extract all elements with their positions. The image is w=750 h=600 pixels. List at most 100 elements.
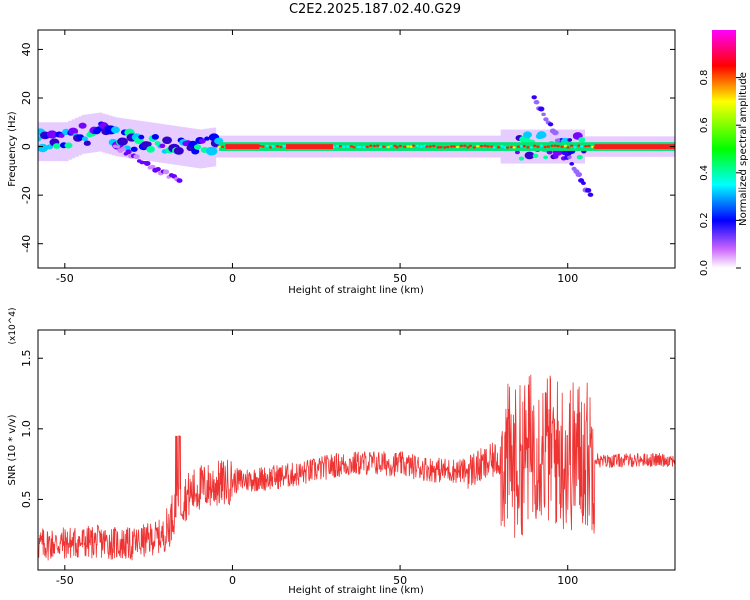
snr-series-line xyxy=(38,374,675,561)
colorbar-tick-label: 0.8 xyxy=(699,70,710,86)
spectrogram-cell xyxy=(468,144,473,147)
spectrogram-cell xyxy=(64,142,73,149)
spectrogram-cell xyxy=(567,138,573,142)
spectrogram-cell xyxy=(446,145,450,149)
spectrogram-ridge-cell xyxy=(502,142,505,151)
spectrogram-halo xyxy=(58,122,62,162)
spectrogram-cell xyxy=(543,145,547,149)
spectrogram-cell xyxy=(439,146,443,149)
spectrogram-ridge-cell xyxy=(448,142,451,151)
spectrogram-cell xyxy=(411,144,416,147)
spectrogram-core-segment xyxy=(286,144,334,149)
spectrogram-cell xyxy=(117,137,128,146)
spectrogram-cell xyxy=(573,145,577,149)
spectrogram-cell xyxy=(204,136,210,141)
spectrogram-cell xyxy=(198,138,206,144)
spectrogram-cell xyxy=(533,99,540,105)
spectrogram-cell xyxy=(342,145,346,148)
spectrogram-halo xyxy=(178,126,183,166)
spectrogram-cell xyxy=(265,144,269,148)
spectrogram-cell xyxy=(83,140,91,146)
spectrogram-halo xyxy=(182,127,187,166)
spectrogram-cell xyxy=(162,136,172,145)
spectrogram-cell xyxy=(578,137,586,143)
spectrogram-ridge-cell xyxy=(509,142,512,151)
spectrogram-cell xyxy=(547,122,554,127)
spectrogram-cell xyxy=(46,144,54,150)
spectrogram-ridge-cell xyxy=(441,142,445,151)
spectrogram-cell xyxy=(575,172,583,178)
spectrogram-cell xyxy=(205,146,218,156)
spectrogram-cell xyxy=(516,145,520,148)
x-tick-label: -50 xyxy=(56,272,74,285)
spectrogram-cell xyxy=(403,145,407,149)
spectrogram-cell xyxy=(81,136,88,142)
spectrogram-cell xyxy=(398,144,402,148)
spectrogram-cell xyxy=(497,145,501,149)
spectrogram-cell xyxy=(436,146,440,149)
colorbar-label: Normalized spectral amplitude xyxy=(738,72,749,226)
spectrogram-cell xyxy=(556,144,560,148)
spectrogram-cell xyxy=(459,144,463,148)
colorbar-tick-label: 0.6 xyxy=(699,117,710,133)
spectrogram-ridge-cell xyxy=(374,142,378,151)
spectrogram-halo xyxy=(162,124,166,164)
spectrogram-halo xyxy=(148,122,153,162)
spectrogram-cell xyxy=(463,144,467,147)
spectrogram-halo xyxy=(141,121,146,161)
spectrogram-cell xyxy=(581,181,586,186)
spectrogram-cell xyxy=(567,155,572,160)
spectrogram-ridge-cell xyxy=(562,142,565,151)
spectrogram-ridge-cell xyxy=(371,142,374,151)
spectrogram-cell xyxy=(378,145,383,149)
y-tick-label: 40 xyxy=(20,42,33,56)
spectrogram-cell xyxy=(138,134,145,140)
spectrogram-cell xyxy=(382,145,386,148)
spectrogram-cell xyxy=(536,145,540,148)
spectrogram-cell xyxy=(492,146,496,149)
spectrogram-cell xyxy=(490,145,494,148)
spectrogram-cell xyxy=(554,138,561,143)
spectrogram-ridge-cell xyxy=(418,142,421,151)
spectrogram-halo xyxy=(198,129,203,169)
y-tick-label: 0 xyxy=(20,143,33,150)
spectrogram-cell xyxy=(585,187,592,193)
spectrogram-ridge-cell xyxy=(458,142,461,151)
spectrogram-cell xyxy=(38,135,42,142)
spectrogram-cell xyxy=(120,146,126,151)
spectrogram-cell xyxy=(349,145,353,148)
spectrogram-ridge-cell xyxy=(569,142,572,151)
x-tick-label: 0 xyxy=(229,574,236,587)
spectrogram-halo xyxy=(165,124,170,164)
spectrogram-ridge-cell xyxy=(515,142,518,151)
x-tick-label: 100 xyxy=(557,574,578,587)
spectrogram-y-ticks: -40 -20 0 20 40 xyxy=(20,42,675,253)
spectrogram-cell xyxy=(52,143,61,149)
spectrogram-cell xyxy=(372,144,376,148)
spectrogram-frame xyxy=(37,29,676,269)
spectrogram-cell xyxy=(512,146,516,149)
snr-x-label: Height of straight line (km) xyxy=(288,585,424,596)
spectrogram-halo xyxy=(115,117,119,157)
x-tick-label: 50 xyxy=(393,272,407,285)
spectrogram-cell xyxy=(520,145,524,148)
spectrogram-cell xyxy=(425,145,429,148)
spectrogram-cell xyxy=(428,145,432,148)
snr-panel: -50 0 50 100 0.5 1.0 1.5 Height of straight l… xyxy=(7,307,676,596)
spectrogram-ridge-cell xyxy=(224,142,227,151)
spectrogram-halo xyxy=(675,136,679,156)
spectrogram-marks xyxy=(38,95,679,197)
spectrogram-cell xyxy=(569,162,575,166)
spectrogram-ridge-cell xyxy=(415,142,418,151)
spectrogram-cell xyxy=(221,145,225,149)
spectrogram-cell xyxy=(456,145,460,149)
x-tick-label: -50 xyxy=(56,574,74,587)
spectrogram-cell xyxy=(155,166,161,172)
y-tick-label: 1.5 xyxy=(20,349,33,367)
spectrogram-cell xyxy=(133,154,140,160)
snr-frame xyxy=(37,329,676,571)
spectrogram-panel: -50 0 50 100 -40 -20 0 20 40 Height of straight… xyxy=(7,29,679,296)
spectrogram-cell xyxy=(536,131,547,139)
spectrogram-cell xyxy=(483,144,487,148)
spectrogram-cell xyxy=(531,95,537,100)
